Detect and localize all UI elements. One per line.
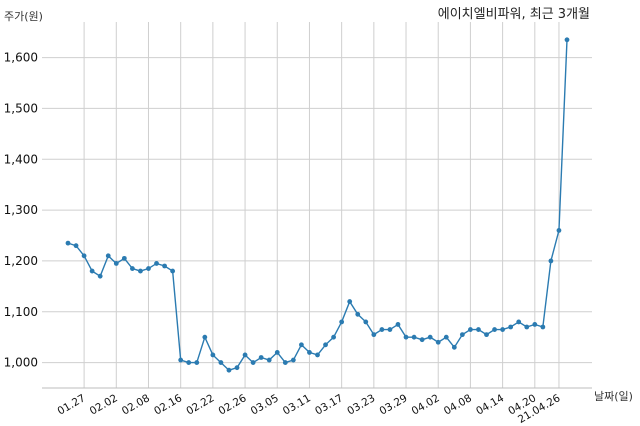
x-tick-label: 03.23	[345, 392, 377, 417]
data-point	[274, 350, 280, 355]
data-point	[194, 360, 200, 365]
x-axis-label: 날짜(일)	[594, 389, 633, 403]
data-point	[290, 357, 296, 363]
data-point	[81, 253, 87, 259]
y-tick-label: 1,100	[4, 305, 38, 319]
y-tick-label: 1,200	[4, 254, 38, 268]
data-point	[210, 352, 216, 358]
data-point	[508, 324, 514, 330]
data-point	[307, 350, 312, 355]
series-layer	[65, 37, 570, 373]
data-point	[476, 327, 481, 332]
data-point	[299, 342, 304, 348]
data-point	[443, 334, 449, 340]
data-point	[524, 324, 530, 330]
data-point	[170, 268, 176, 274]
data-point	[202, 334, 208, 340]
y-tick-label: 1,600	[4, 51, 38, 65]
y-tick-label: 1,500	[4, 101, 38, 115]
data-point	[73, 243, 79, 249]
chart-title: 에이치엘비파워, 최근 3개월	[438, 7, 590, 22]
data-point	[459, 332, 465, 338]
data-point	[178, 357, 184, 363]
data-point	[451, 344, 457, 350]
data-point	[226, 367, 232, 373]
data-point	[395, 322, 401, 327]
data-point	[548, 258, 554, 264]
axis-layer: 1,000 1,100 1,200 1,300 1,400 1,500 1,600 01.27…	[4, 51, 592, 426]
data-point	[162, 263, 167, 269]
data-point	[387, 327, 393, 332]
data-point	[258, 355, 264, 360]
x-tick-label: 02.26	[217, 392, 249, 418]
data-point	[315, 352, 320, 358]
data-point	[234, 365, 240, 371]
x-tick-label: 03.29	[377, 392, 409, 417]
y-axis-label: 주가(원)	[4, 10, 43, 23]
x-tick-label: 02.22	[184, 392, 216, 417]
data-point	[121, 255, 127, 261]
series-line	[67, 39, 568, 372]
data-point	[266, 357, 272, 363]
data-point	[89, 268, 95, 274]
grid-layer	[42, 22, 592, 388]
data-point	[363, 319, 369, 325]
data-point	[411, 334, 417, 340]
data-point	[468, 327, 473, 332]
data-point	[105, 253, 111, 259]
data-point	[347, 299, 353, 304]
data-point	[242, 352, 248, 358]
data-point	[379, 327, 385, 332]
data-point	[371, 332, 377, 338]
data-point	[138, 268, 143, 274]
x-tick-label: 04.14	[474, 392, 506, 418]
data-point	[492, 327, 497, 332]
data-point	[146, 266, 151, 271]
data-point	[186, 360, 192, 365]
label-layer: 에이치엘비파워, 최근 3개월 주가(원) 날짜(일)	[4, 7, 633, 403]
data-point	[250, 360, 256, 365]
x-tick-label: 03.05	[249, 392, 281, 417]
x-tick-label: 02.08	[120, 392, 152, 417]
y-tick-label: 1,000	[4, 356, 38, 370]
data-point	[516, 319, 522, 325]
data-point	[97, 273, 103, 279]
x-tick-label: 02.02	[88, 392, 120, 417]
data-point	[323, 342, 328, 348]
data-point	[154, 261, 159, 266]
x-tick-label: 04.02	[410, 392, 442, 417]
data-point	[129, 266, 135, 271]
data-point	[339, 319, 345, 325]
data-point	[564, 37, 570, 43]
x-tick-label: 04.08	[442, 392, 474, 417]
data-point	[435, 339, 441, 345]
y-tick-label: 1,400	[4, 152, 38, 166]
data-point	[403, 334, 409, 340]
data-point	[331, 334, 336, 340]
data-point	[500, 327, 506, 332]
x-tick-label: 02.16	[152, 392, 184, 418]
x-tick-label: 01.27	[56, 392, 88, 417]
y-tick-label: 1,300	[4, 203, 38, 217]
x-tick-label: 03.17	[313, 392, 345, 417]
x-tick-label: 03.11	[281, 392, 313, 417]
data-point	[484, 332, 489, 338]
data-point	[427, 334, 433, 340]
data-point	[218, 360, 224, 365]
data-point	[282, 360, 288, 365]
data-point	[540, 324, 546, 330]
data-point	[113, 261, 119, 266]
data-point	[556, 228, 562, 233]
data-point	[419, 337, 425, 343]
data-point	[355, 311, 361, 317]
data-point	[532, 322, 538, 327]
data-point	[65, 240, 71, 246]
